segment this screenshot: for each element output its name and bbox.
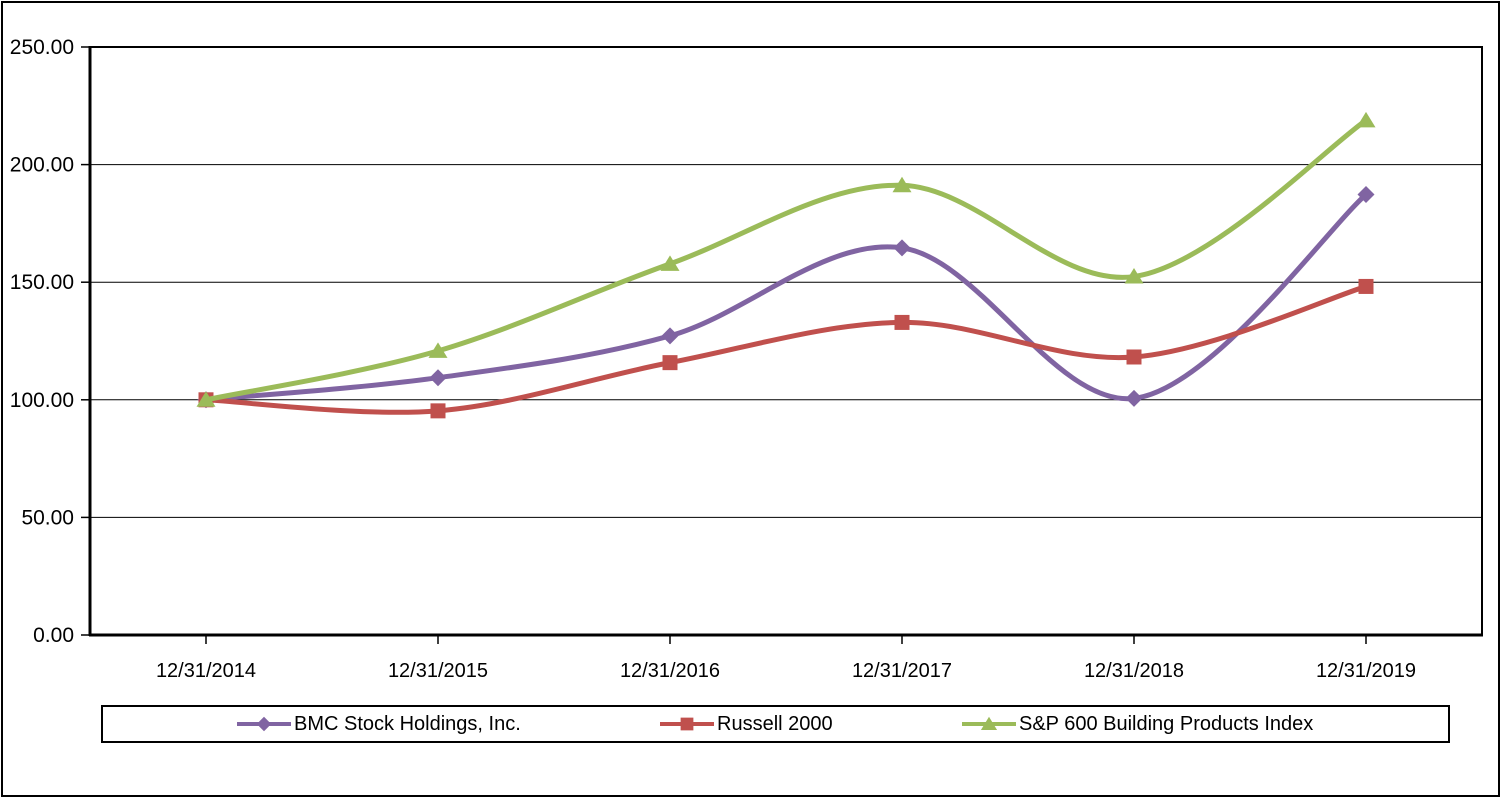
triangle-marker-icon: [428, 342, 448, 358]
legend-label: Russell 2000: [717, 712, 833, 735]
diamond-marker-icon: [429, 369, 447, 387]
x-axis-tick-label: 12/31/2019: [1316, 660, 1416, 682]
square-marker-icon: [894, 314, 910, 330]
series-russell-2000: [198, 278, 1374, 419]
series-line: [203, 191, 1369, 403]
square-marker-icon: [1126, 349, 1142, 365]
square-marker-icon: [662, 355, 678, 371]
legend-item-s-p-600-building-products-index: S&P 600 Building Products Index: [962, 707, 1313, 741]
x-axis-tick-label: 12/31/2016: [620, 660, 720, 682]
series-bmc-stock-holdings-inc: [197, 185, 1375, 409]
triangle-marker-icon: [196, 391, 216, 407]
y-axis-tick-label: 150.00: [10, 271, 74, 294]
x-axis: 12/31/2014 12/31/2015 12/31/2016 12/31/2017…: [156, 635, 1416, 682]
triangle-marker-icon: [980, 716, 998, 730]
legend-marker-triangle: [962, 716, 1016, 730]
plot-area-border: [89, 46, 1483, 636]
series-line: [203, 117, 1369, 403]
diamond-marker-icon: [1357, 185, 1375, 203]
diamond-marker-icon: [661, 327, 679, 345]
triangle-marker-icon: [660, 255, 680, 271]
legend-item-bmc-stock-holdings-inc: BMC Stock Holdings, Inc.: [237, 707, 521, 741]
gridlines: [90, 164, 1482, 518]
series-s-p-600-building-products-index: [196, 111, 1376, 407]
legend-label: BMC Stock Holdings, Inc.: [294, 712, 521, 735]
chart-legend: BMC Stock Holdings, Inc. Russell 2000 S&P …: [101, 705, 1450, 743]
y-axis-tick-label: 0.00: [33, 624, 74, 647]
square-marker-icon: [1358, 278, 1374, 294]
triangle-marker-icon: [1356, 111, 1376, 128]
square-marker-icon: [680, 717, 694, 731]
x-axis-tick-label: 12/31/2018: [1084, 660, 1184, 682]
y-axis-tick-label: 50.00: [21, 506, 74, 529]
x-axis-tick-label: 12/31/2015: [388, 660, 488, 682]
y-axis: 0.00 50.00 100.00 150.00 200.00 250.00: [10, 36, 90, 647]
legend-marker-diamond: [237, 716, 291, 732]
diamond-marker-icon: [893, 239, 911, 257]
y-axis-tick-label: 100.00: [10, 389, 74, 412]
y-axis-tick-label: 200.00: [10, 154, 74, 177]
x-axis-tick-label: 12/31/2017: [852, 660, 952, 682]
triangle-marker-icon: [892, 176, 912, 193]
square-marker-icon: [430, 403, 446, 419]
y-axis-tick-label: 250.00: [10, 36, 74, 59]
diamond-marker-icon: [256, 716, 272, 732]
diamond-marker-icon: [1125, 389, 1143, 407]
legend-item-russell-2000: Russell 2000: [660, 707, 833, 741]
triangle-marker-icon: [1124, 268, 1144, 284]
series-line: [203, 283, 1369, 415]
legend-marker-square: [660, 717, 714, 731]
legend-label: S&P 600 Building Products Index: [1019, 712, 1314, 735]
x-axis-tick-label: 12/31/2014: [156, 660, 256, 682]
